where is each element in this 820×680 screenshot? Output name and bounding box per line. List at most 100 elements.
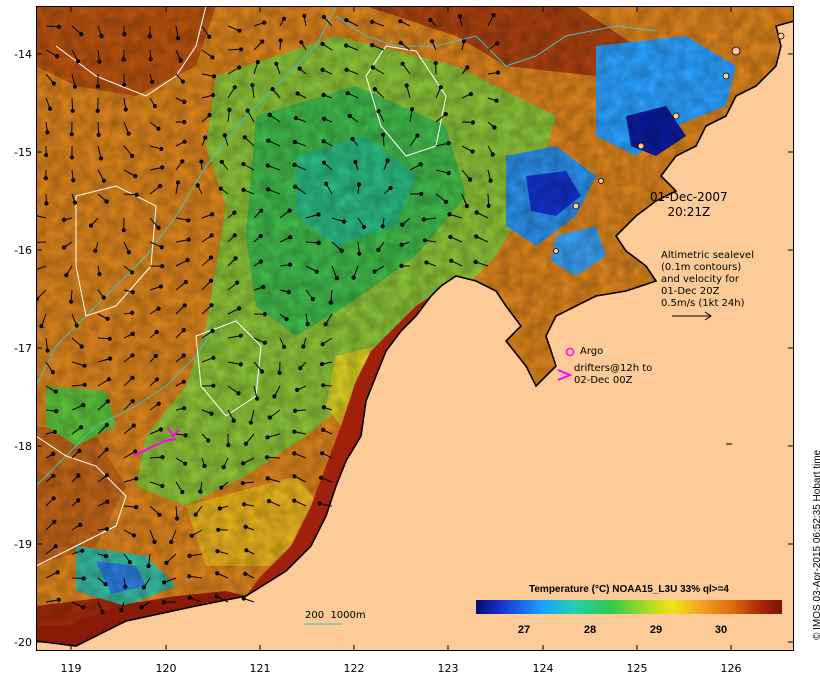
velocity-vector-head [76, 59, 81, 64]
velocity-vector-head [209, 411, 214, 416]
velocity-vector-head [134, 505, 139, 510]
velocity-vector-head [243, 571, 248, 576]
velocity-vector-head [281, 16, 287, 21]
velocity-vector [45, 49, 58, 57]
velocity-vector-head [56, 597, 61, 603]
velocity-vector-head [267, 112, 272, 118]
colorbar-tick: 27 [517, 624, 531, 636]
velocity-vector-head [131, 533, 137, 538]
velocity-vector-head [62, 245, 67, 250]
velocity-vector-head [164, 560, 169, 565]
velocity-vector-head [54, 409, 59, 414]
velocity-vector-head [183, 279, 188, 285]
velocity-vector-head [235, 280, 240, 285]
velocity-vector-head [353, 159, 358, 165]
velocity-vector-head [284, 317, 289, 322]
velocity-vector-head [72, 84, 78, 89]
velocity-vector-head [446, 171, 451, 176]
velocity-vector-head [293, 116, 299, 121]
velocity-vector-head [169, 539, 174, 545]
velocity-vector-head [130, 353, 135, 358]
velocity-vector [149, 505, 160, 516]
velocity-vector [45, 337, 48, 351]
velocity-vector-head [99, 33, 104, 39]
velocity-vector-head [321, 405, 326, 410]
velocity-vector-head [237, 65, 242, 70]
velocity-vector-head [130, 290, 135, 295]
velocity-vector-head [232, 233, 237, 238]
velocity-vector-head [134, 192, 139, 197]
velocity-vector [71, 384, 85, 387]
velocity-vector-head [186, 218, 191, 223]
velocity-vector-head [139, 605, 144, 610]
velocity-vector-head [104, 473, 110, 478]
velocity-vector-head [320, 41, 325, 46]
velocity-vector-head [322, 116, 327, 122]
velocity-vector-head [242, 135, 247, 140]
velocity-vector-head [189, 533, 194, 538]
velocity-vector-head [266, 138, 271, 143]
velocity-vector-head [488, 178, 493, 183]
velocity-vector-head [81, 576, 86, 581]
velocity-vector-head [345, 91, 350, 96]
velocity-vector-head [415, 133, 420, 138]
velocity-vector-head [211, 383, 216, 388]
velocity-vector [71, 361, 85, 367]
velocity-vector-head [356, 182, 362, 187]
temperature-colorbar [476, 600, 782, 614]
velocity-vector-head [182, 406, 187, 411]
velocity-vector-head [186, 237, 191, 242]
velocity-vector [71, 337, 83, 347]
velocity-vector-head [357, 251, 362, 256]
velocity-vector-head [232, 85, 237, 90]
velocity-vector-head [127, 560, 133, 565]
velocity-vector-head [101, 295, 106, 300]
velocity-vector-head [486, 203, 491, 208]
velocity-scale-arrow [672, 311, 712, 321]
velocity-vector-head [470, 149, 475, 154]
velocity-vector-head [175, 516, 180, 521]
velocity-vector-head [182, 99, 187, 105]
velocity-vector-head [301, 344, 306, 349]
velocity-vector-head [122, 82, 127, 87]
drifters-line: 02-Dec 00Z [574, 375, 633, 386]
velocity-vector-head [277, 370, 282, 375]
velocity-vector [371, 44, 385, 51]
velocity-vector-head [242, 502, 247, 507]
velocity-vector-head [464, 203, 469, 209]
velocity-vector-head [156, 225, 161, 230]
velocity-vector-head [156, 401, 161, 406]
velocity-vector [97, 424, 108, 435]
velocity-vector-head [400, 222, 405, 227]
velocity-vector-head [93, 248, 98, 253]
velocity-vector [435, 142, 449, 147]
velocity-vector-head [187, 595, 192, 600]
velocity-vector-head [181, 327, 186, 333]
lat-tick-label: -16 [14, 244, 32, 257]
altimetry-line: 0.5m/s (1kt 24h) [661, 298, 745, 309]
velocity-vector-head [495, 70, 501, 75]
velocity-vector-head [240, 481, 245, 486]
velocity-vector-head [160, 264, 165, 269]
lon-tick-label: 121 [249, 662, 271, 675]
velocity-vector-head [243, 524, 248, 530]
lon-tick-label: 122 [343, 662, 365, 675]
velocity-vector [189, 575, 203, 579]
colorbar-tick: 28 [583, 624, 597, 636]
velocity-vector-head [262, 312, 267, 317]
velocity-vector-head [69, 155, 75, 160]
velocity-vector-head [270, 86, 275, 92]
velocity-vector-head [73, 200, 78, 205]
velocity-vector-head [68, 299, 74, 304]
velocity-vector-head [156, 306, 161, 311]
velocity-vector-head [222, 133, 227, 138]
velocity-vector [330, 289, 333, 303]
velocity-vector-head [449, 258, 454, 263]
velocity-vector-head [302, 13, 307, 18]
velocity-vector-head [292, 162, 297, 167]
velocity-vector-head [104, 199, 109, 204]
velocity-vector-head [399, 242, 404, 247]
velocity-vector [305, 241, 319, 244]
velocity-vector-head [370, 43, 375, 48]
velocity-vector-head [492, 125, 497, 130]
